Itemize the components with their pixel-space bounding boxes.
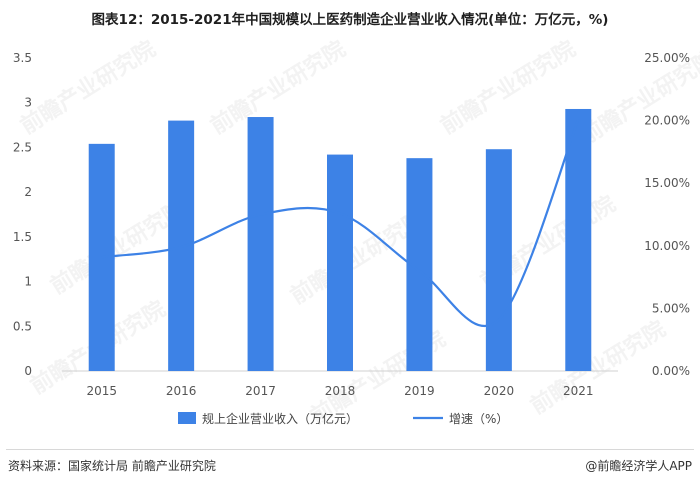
x-tick-label: 2020 [484, 384, 515, 398]
bar [247, 117, 274, 371]
source-note: 资料来源：国家统计局 前瞻产业研究院 [8, 459, 216, 473]
bar [565, 108, 592, 371]
y-right-tick-label: 20.00% [644, 114, 690, 128]
legend-line-label: 增速（%） [449, 412, 508, 426]
y-left-tick-label: 3 [24, 96, 32, 110]
bar [168, 120, 195, 371]
growth-line [101, 118, 580, 328]
x-tick-label: 2016 [166, 384, 197, 398]
bar [327, 154, 353, 371]
y-left-tick-label: 0 [24, 364, 32, 378]
y-left-tick-label: 2 [24, 185, 32, 199]
bar [88, 143, 115, 371]
x-tick-label: 2018 [325, 384, 356, 398]
y-left-tick-label: 3.5 [13, 51, 32, 65]
y-right-tick-label: 0.00% [652, 364, 690, 378]
y-left-tick-label: 1 [24, 275, 32, 289]
y-left-tick-label: 1.5 [13, 230, 32, 244]
y-right-tick-label: 15.00% [644, 176, 690, 190]
y-left-tick-label: 2.5 [13, 140, 32, 154]
legend-bar-swatch [178, 412, 196, 424]
y-left-tick-label: 0.5 [13, 319, 32, 333]
y-right-tick-label: 10.00% [644, 239, 690, 253]
legend-bar-label: 规上企业营业收入（万亿元） [202, 411, 358, 426]
x-tick-label: 2021 [563, 384, 594, 398]
brand-note: @前瞻经济学人APP [585, 459, 692, 473]
y-right-tick-label: 25.00% [644, 51, 690, 65]
x-tick-label: 2017 [245, 384, 276, 398]
footer-divider [6, 449, 694, 450]
y-right-tick-label: 5.00% [652, 301, 690, 315]
x-tick-label: 2015 [86, 384, 117, 398]
chart-title: 图表12：2015-2021年中国规模以上医药制造企业营业收入情况(单位：万亿元… [91, 12, 609, 28]
bar [485, 149, 512, 371]
x-tick-label: 2019 [404, 384, 435, 398]
